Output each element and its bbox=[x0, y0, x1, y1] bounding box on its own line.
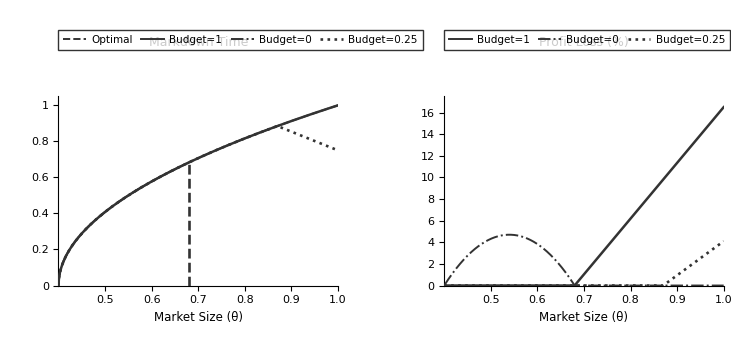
X-axis label: Market Size (θ): Market Size (θ) bbox=[154, 311, 243, 324]
Legend: Optimal, Budget=1, Budget=0, Budget=0.25: Optimal, Budget=1, Budget=0, Budget=0.25 bbox=[58, 30, 423, 50]
Title: Markdown Time: Markdown Time bbox=[148, 36, 248, 49]
X-axis label: Market Size (θ): Market Size (θ) bbox=[539, 311, 629, 324]
Title: Profit Loss (%): Profit Loss (%) bbox=[539, 36, 629, 49]
Legend: Budget=1, Budget=0, Budget=0.25: Budget=1, Budget=0, Budget=0.25 bbox=[444, 30, 730, 50]
